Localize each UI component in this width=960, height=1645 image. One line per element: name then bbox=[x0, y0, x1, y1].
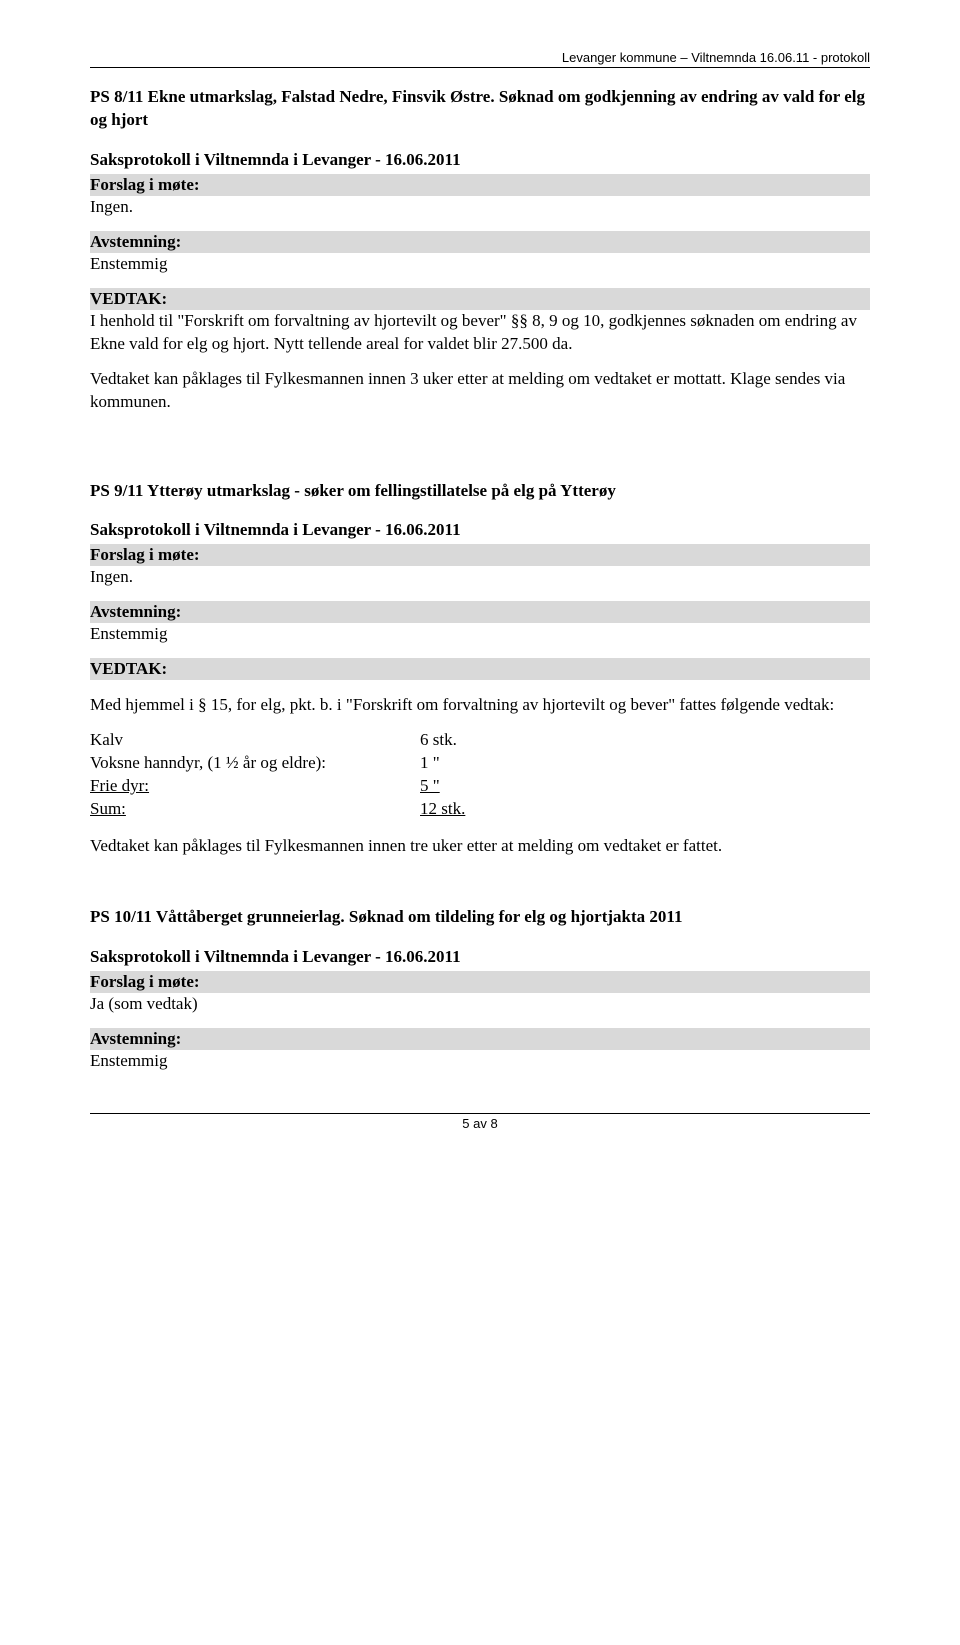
case2-vedtak-label: VEDTAK: bbox=[90, 658, 870, 680]
case2-saksprotokoll: Saksprotokoll i Viltnemnda i Levanger - … bbox=[90, 520, 870, 540]
case2-avstemning-value: Enstemmig bbox=[90, 623, 870, 646]
alloc-row-voksne: Voksne hanndyr, (1 ½ år og eldre): 1 " bbox=[90, 752, 870, 775]
document-page: Levanger kommune – Viltnemnda 16.06.11 -… bbox=[0, 0, 960, 1161]
case2-vedtak-p2: Vedtaket kan påklages til Fylkesmannen i… bbox=[90, 835, 870, 858]
case2-forslag-label: Forslag i møte: bbox=[90, 544, 870, 566]
case3-forslag-value: Ja (som vedtak) bbox=[90, 993, 870, 1016]
case1-forslag-value: Ingen. bbox=[90, 196, 870, 219]
alloc-voksne-label: Voksne hanndyr, (1 ½ år og eldre): bbox=[90, 752, 420, 775]
alloc-row-sum: Sum: 12 stk. bbox=[90, 798, 870, 821]
case1-avstemning-label: Avstemning: bbox=[90, 231, 870, 253]
alloc-voksne-value: 1 " bbox=[420, 752, 500, 775]
case1-title: PS 8/11 Ekne utmarkslag, Falstad Nedre, … bbox=[90, 86, 870, 132]
alloc-row-kalv: Kalv 6 stk. bbox=[90, 729, 870, 752]
case3-avstemning-label: Avstemning: bbox=[90, 1028, 870, 1050]
alloc-sum-value: 12 stk. bbox=[420, 798, 500, 821]
case2-allocation-table: Kalv 6 stk. Voksne hanndyr, (1 ½ år og e… bbox=[90, 729, 870, 821]
alloc-kalv-value: 6 stk. bbox=[420, 729, 500, 752]
case2-avstemning-label: Avstemning: bbox=[90, 601, 870, 623]
case1-vedtak-p2: Vedtaket kan påklages til Fylkesmannen i… bbox=[90, 368, 870, 414]
alloc-sum-label: Sum: bbox=[90, 798, 420, 821]
alloc-frie-label: Frie dyr: bbox=[90, 775, 420, 798]
case1-avstemning-value: Enstemmig bbox=[90, 253, 870, 276]
page-number: 5 av 8 bbox=[90, 1113, 870, 1131]
case3-forslag-label: Forslag i møte: bbox=[90, 971, 870, 993]
case3-avstemning-value: Enstemmig bbox=[90, 1050, 870, 1073]
alloc-frie-value: 5 " bbox=[420, 775, 500, 798]
case2-title: PS 9/11 Ytterøy utmarkslag - søker om fe… bbox=[90, 480, 870, 503]
case3-title: PS 10/11 Våttåberget grunneierlag. Søkna… bbox=[90, 906, 870, 929]
case1-saksprotokoll: Saksprotokoll i Viltnemnda i Levanger - … bbox=[90, 150, 870, 170]
document-header: Levanger kommune – Viltnemnda 16.06.11 -… bbox=[90, 50, 870, 68]
case1-vedtak-p1: I henhold til "Forskrift om forvaltning … bbox=[90, 310, 870, 356]
alloc-row-frie: Frie dyr: 5 " bbox=[90, 775, 870, 798]
case1-forslag-label: Forslag i møte: bbox=[90, 174, 870, 196]
case3-saksprotokoll: Saksprotokoll i Viltnemnda i Levanger - … bbox=[90, 947, 870, 967]
case2-forslag-value: Ingen. bbox=[90, 566, 870, 589]
alloc-kalv-label: Kalv bbox=[90, 729, 420, 752]
case2-vedtak-p1: Med hjemmel i § 15, for elg, pkt. b. i "… bbox=[90, 694, 870, 717]
case1-vedtak-label: VEDTAK: bbox=[90, 288, 870, 310]
